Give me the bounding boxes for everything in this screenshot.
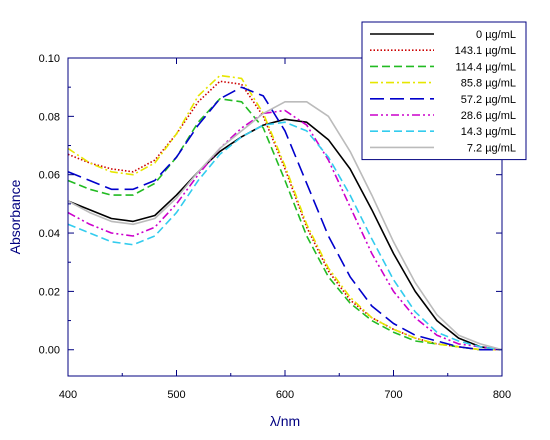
series-layer <box>67 74 503 351</box>
legend-label-3: 114.4 µg/mL <box>455 61 516 73</box>
legend-label-8: 7.2 µg/mL <box>467 142 516 154</box>
x-tick-label: 600 <box>276 389 294 401</box>
series-line-6 <box>67 109 503 351</box>
y-axis-title: Absorbance <box>7 179 23 254</box>
series-line-4 <box>67 74 502 351</box>
x-tick-label: 700 <box>384 389 402 401</box>
axes-layer: 400 500 600 700 800 0.00 0.02 0.04 0.06 0.08 0.10 <box>39 53 512 401</box>
y-tick-label: 0.06 <box>39 170 60 182</box>
series-line-3 <box>67 98 502 351</box>
legend-label-2: 143.1 µg/mL <box>455 45 516 57</box>
legend-label-4: 85.8 µg/mL <box>461 78 516 90</box>
legend-label-1: 0 µg/mL <box>476 29 516 41</box>
y-tick-label: 0.00 <box>39 345 60 357</box>
legend-box <box>361 21 527 161</box>
x-tick-label: 500 <box>167 389 185 401</box>
legend-label-6: 28.6 µg/mL <box>461 110 516 122</box>
legend-label-7: 14.3 µg/mL <box>461 126 516 138</box>
series-line-5 <box>67 86 502 351</box>
series-line-1 <box>67 118 503 351</box>
y-tick-label: 0.04 <box>39 228 60 240</box>
legend-label-5: 57.2 µg/mL <box>461 94 516 106</box>
y-tick-label: 0.02 <box>39 286 60 298</box>
series-line-8 <box>67 101 503 351</box>
series-line-7 <box>67 121 503 351</box>
x-axis-title: λ/nm <box>270 413 300 429</box>
y-tick-label: 0.10 <box>39 53 60 65</box>
x-tick-label: 400 <box>59 389 77 401</box>
y-tick-label: 0.08 <box>39 111 60 123</box>
legend: 0 µg/mL 143.1 µg/mL 114.4 µg/mL 85.8 µg/mL 5… <box>361 21 527 161</box>
x-tick-label: 800 <box>493 389 511 401</box>
